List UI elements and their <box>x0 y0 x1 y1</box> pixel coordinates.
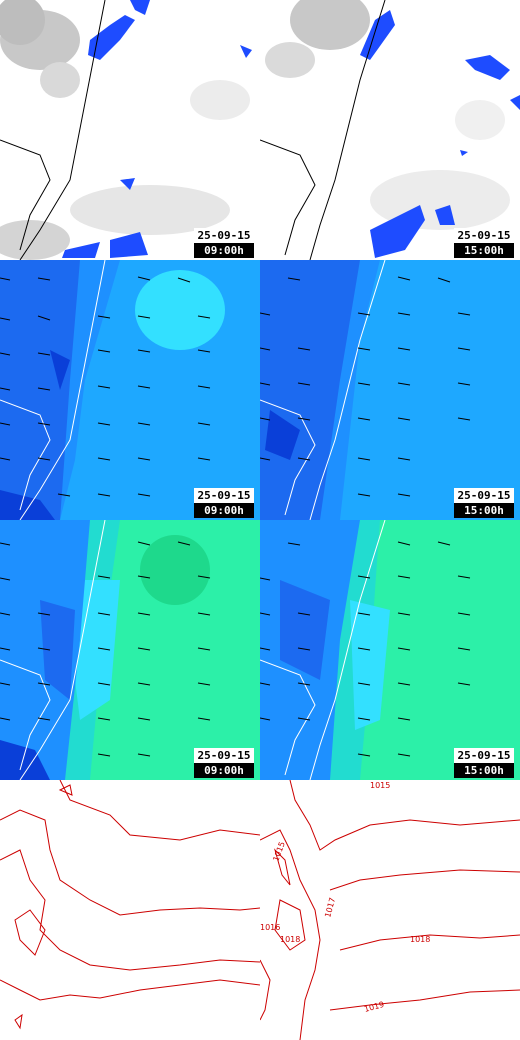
precip-map-0900 <box>0 0 260 260</box>
isobar-map-1500: 1015 1015 1017 1018 1018 1019 1016 <box>260 780 520 1040</box>
stamp-time: 09:00h <box>194 243 254 258</box>
stamp-date: 25-09-15 <box>194 748 254 763</box>
timestamp-1500-b: 25-09-15 15:00h <box>454 488 514 518</box>
stamp-time: 15:00h <box>454 763 514 778</box>
stamp-date: 25-09-15 <box>454 748 514 763</box>
stamp-time: 15:00h <box>454 243 514 258</box>
wind-cyan-panel-1500: 25-09-15 15:00h <box>260 520 520 780</box>
pressure-panel-1500: 1015 1015 1017 1018 1018 1019 1016 <box>260 780 520 1040</box>
wind-cyan-panel-0900: 25-09-15 09:00h <box>0 520 260 780</box>
stamp-time: 09:00h <box>194 763 254 778</box>
isobar-label-1016: 1016 <box>260 923 280 932</box>
timestamp-0900-b: 25-09-15 09:00h <box>194 488 254 518</box>
timestamp-1500-c: 25-09-15 15:00h <box>454 748 514 778</box>
wind-cyan-map-0900 <box>0 520 260 780</box>
timestamp-0900-a: 25-09-15 09:00h <box>194 228 254 258</box>
stamp-time: 15:00h <box>454 503 514 518</box>
precip-map-1500 <box>260 0 520 260</box>
stamp-time: 09:00h <box>194 503 254 518</box>
wind-blue-panel-0900: 25-09-15 09:00h <box>0 260 260 520</box>
timestamp-0900-c: 25-09-15 09:00h <box>194 748 254 778</box>
wind-blue-panel-1500: 25-09-15 15:00h <box>260 260 520 520</box>
isobar-label-1015-top: 1015 <box>370 781 390 790</box>
isobar-label-1018-left: 1018 <box>280 935 300 944</box>
precip-panel-1500: 25-09-15 15:00h <box>260 0 520 260</box>
precip-panel-0900: 25-09-15 09:00h <box>0 0 260 260</box>
wind-cyan-map-1500 <box>260 520 520 780</box>
stamp-date: 25-09-15 <box>454 228 514 243</box>
stamp-date: 25-09-15 <box>194 488 254 503</box>
isobar-label-1018-right: 1018 <box>410 935 430 944</box>
pressure-panel-0900 <box>0 780 260 1040</box>
wind-blue-map-0900 <box>0 260 260 520</box>
stamp-date: 25-09-15 <box>194 228 254 243</box>
wind-blue-map-1500 <box>260 260 520 520</box>
timestamp-1500-a: 25-09-15 15:00h <box>454 228 514 258</box>
isobar-map-0900 <box>0 780 260 1040</box>
stamp-date: 25-09-15 <box>454 488 514 503</box>
